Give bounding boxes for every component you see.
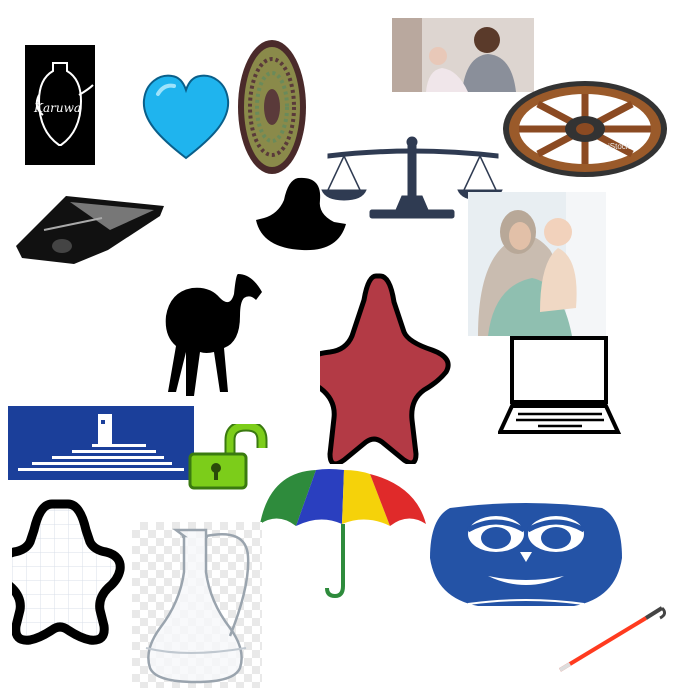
mouse-icon — [16, 196, 164, 264]
rainbow-umbrella — [256, 468, 430, 600]
open-padlock — [182, 424, 278, 490]
watermark-text: iStock — [608, 142, 630, 151]
unlocked-icon — [188, 424, 268, 490]
outline-star — [12, 496, 126, 646]
star-icon — [320, 273, 451, 464]
photo-image — [468, 192, 606, 336]
karuwa-tile: Karuwa — [25, 45, 95, 165]
umbrella-icon — [260, 469, 426, 599]
photo-image — [392, 18, 534, 92]
mother-photo — [468, 192, 606, 336]
woven-basket — [236, 38, 308, 176]
mouse-device — [14, 190, 166, 266]
cane-icon — [558, 606, 667, 672]
black-blob — [252, 176, 348, 252]
door-stairs-icon — [8, 406, 194, 480]
glass-carafe — [132, 522, 262, 688]
blue-door-logo — [8, 406, 194, 480]
walking-cane — [556, 604, 668, 674]
laptop-icon — [498, 336, 622, 434]
blue-heart — [140, 72, 232, 162]
ship-wheel-icon — [503, 81, 667, 177]
laptop — [498, 336, 622, 438]
basket-icon — [238, 40, 306, 174]
heart-icon — [142, 74, 230, 160]
wooden-wheel: iStock — [500, 78, 670, 180]
karuwa-pitcher-icon — [35, 62, 94, 146]
balance-scale — [318, 136, 508, 220]
blob-icon — [256, 177, 346, 251]
family-photo — [392, 18, 534, 92]
scale-icon — [321, 136, 503, 219]
karuwa-label: Karuwa — [34, 101, 82, 115]
owl-icon — [430, 503, 622, 606]
red-glitter-star — [320, 270, 452, 464]
camel-icon — [165, 274, 262, 396]
star-outline-icon — [12, 499, 125, 645]
carafe-icon — [145, 528, 250, 684]
camel-silhouette — [138, 270, 264, 396]
blue-owl — [428, 500, 624, 610]
